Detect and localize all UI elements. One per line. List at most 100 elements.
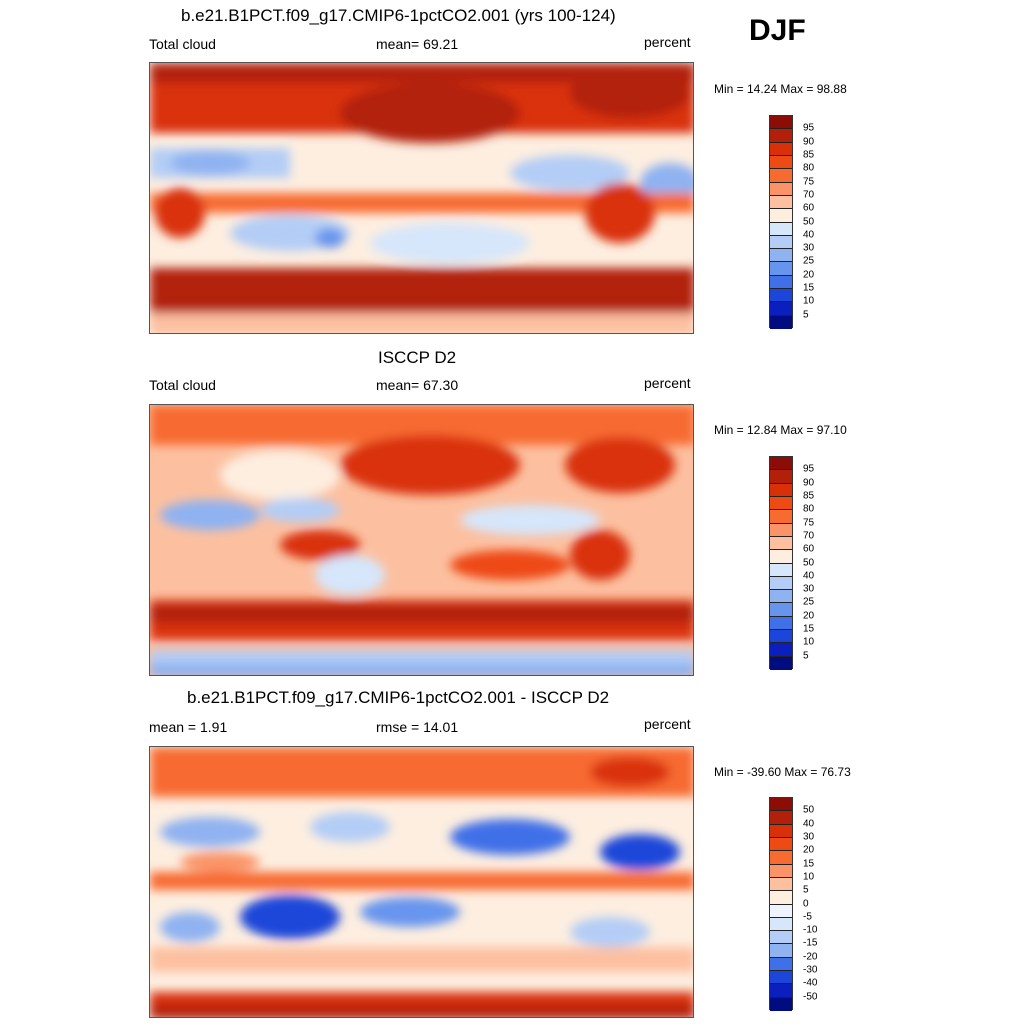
diff-mean-label: mean = 1.91 bbox=[149, 719, 228, 735]
legend-swatch bbox=[770, 917, 792, 932]
legend-swatch bbox=[770, 275, 792, 290]
legend-swatch bbox=[770, 155, 792, 170]
legend-swatch bbox=[770, 142, 792, 156]
legend-swatch bbox=[770, 510, 792, 524]
legend-swatch bbox=[770, 984, 792, 998]
legend-label: 90 bbox=[803, 477, 815, 489]
minmax-label: Min = 12.84 Max = 97.10 bbox=[714, 423, 847, 437]
legend-swatch bbox=[770, 249, 792, 263]
legend-swatch bbox=[770, 944, 792, 958]
legend-label: 5 bbox=[803, 309, 809, 321]
legend-label: -15 bbox=[803, 937, 818, 949]
legend-swatch bbox=[770, 195, 792, 210]
legend-label: 50 bbox=[803, 557, 815, 568]
legend-swatch bbox=[770, 550, 792, 564]
map-canvas bbox=[150, 405, 693, 675]
map-canvas bbox=[150, 63, 693, 333]
map-canvas bbox=[150, 747, 693, 1017]
legend-label: -5 bbox=[803, 911, 812, 923]
legend-label: 40 bbox=[803, 570, 815, 582]
panel-title: ISCCP D2 bbox=[378, 348, 457, 367]
units-label: percent bbox=[644, 375, 691, 391]
legend-label: 80 bbox=[803, 503, 815, 515]
legend-swatch bbox=[770, 824, 792, 838]
legend-swatch bbox=[770, 590, 792, 604]
variable-label: Total cloud bbox=[149, 36, 216, 52]
legend-swatch bbox=[770, 563, 792, 577]
legend-label: 15 bbox=[803, 623, 815, 635]
legend-label: 50 bbox=[803, 216, 815, 227]
legend-swatch bbox=[770, 222, 792, 236]
legend-label: -20 bbox=[803, 951, 818, 963]
legend-label: 30 bbox=[803, 583, 815, 595]
legend-swatch bbox=[770, 643, 792, 657]
legend-swatch bbox=[770, 931, 792, 945]
legend-label: 20 bbox=[803, 610, 815, 622]
legend-label: 40 bbox=[803, 818, 815, 830]
legend-label: 60 bbox=[803, 202, 815, 214]
legend-label: 5 bbox=[803, 884, 809, 896]
panel-title: b.e21.B1PCT.f09_g17.CMIP6-1pctCO2.001 - … bbox=[187, 688, 610, 707]
legend-label: 0 bbox=[803, 898, 809, 909]
legend-swatch bbox=[770, 116, 792, 130]
minmax-label: Min = 14.24 Max = 98.88 bbox=[714, 82, 847, 96]
legend-swatch bbox=[770, 235, 792, 250]
units-label: percent bbox=[644, 716, 691, 732]
legend-label: 70 bbox=[803, 530, 815, 542]
legend-swatch bbox=[770, 209, 792, 223]
legend-swatch bbox=[770, 851, 792, 865]
legend-swatch bbox=[770, 496, 792, 511]
legend-label: 95 bbox=[803, 122, 815, 134]
legend-label: 75 bbox=[803, 517, 815, 529]
legend-label: 25 bbox=[803, 596, 815, 608]
legend-swatch bbox=[770, 457, 792, 471]
legend-label: 15 bbox=[803, 282, 815, 294]
legend-swatch bbox=[770, 616, 792, 631]
legend-swatch bbox=[770, 289, 792, 303]
legend-label: 60 bbox=[803, 543, 815, 555]
legend-swatch bbox=[770, 523, 792, 537]
legend-label: 30 bbox=[803, 831, 815, 843]
color-legend bbox=[769, 797, 793, 1011]
legend-swatch bbox=[770, 864, 792, 878]
legend-label: 85 bbox=[803, 149, 815, 161]
legend-swatch bbox=[770, 904, 792, 918]
legend-label: 20 bbox=[803, 269, 815, 281]
legend-swatch bbox=[770, 483, 792, 497]
legend-label: 30 bbox=[803, 242, 815, 254]
legend-swatch bbox=[770, 470, 792, 484]
legend-label: 80 bbox=[803, 162, 815, 174]
season-label: DJF bbox=[749, 14, 806, 47]
map-panel bbox=[149, 62, 694, 334]
legend-swatch bbox=[770, 129, 792, 143]
legend-label: 5 bbox=[803, 650, 809, 662]
legend-swatch bbox=[770, 877, 792, 892]
legend-swatch bbox=[770, 811, 792, 825]
legend-swatch bbox=[770, 630, 792, 644]
legend-label: -10 bbox=[803, 924, 818, 936]
legend-label: -40 bbox=[803, 977, 818, 989]
minmax-label: Min = -39.60 Max = 76.73 bbox=[714, 765, 851, 779]
legend-label: 50 bbox=[803, 804, 815, 816]
legend-label: 75 bbox=[803, 176, 815, 188]
legend-swatch bbox=[770, 656, 792, 670]
legend-label: 85 bbox=[803, 490, 815, 502]
legend-swatch bbox=[770, 837, 792, 852]
legend-label: -30 bbox=[803, 964, 818, 976]
legend-swatch bbox=[770, 536, 792, 551]
mean-label: mean= 67.30 bbox=[376, 377, 459, 393]
legend-label: 20 bbox=[803, 844, 815, 856]
legend-swatch bbox=[770, 169, 792, 183]
legend-label: -50 bbox=[803, 991, 818, 1003]
legend-label: 10 bbox=[803, 636, 815, 648]
legend-swatch bbox=[770, 891, 792, 905]
map-panel bbox=[149, 746, 694, 1018]
legend-label: 70 bbox=[803, 189, 815, 201]
legend-swatch bbox=[770, 798, 792, 812]
legend-swatch bbox=[770, 182, 792, 196]
rmse-label: rmse = 14.01 bbox=[376, 719, 459, 735]
legend-label: 25 bbox=[803, 255, 815, 267]
legend-swatch bbox=[770, 603, 792, 617]
variable-label: Total cloud bbox=[149, 377, 216, 393]
legend-swatch bbox=[770, 315, 792, 329]
